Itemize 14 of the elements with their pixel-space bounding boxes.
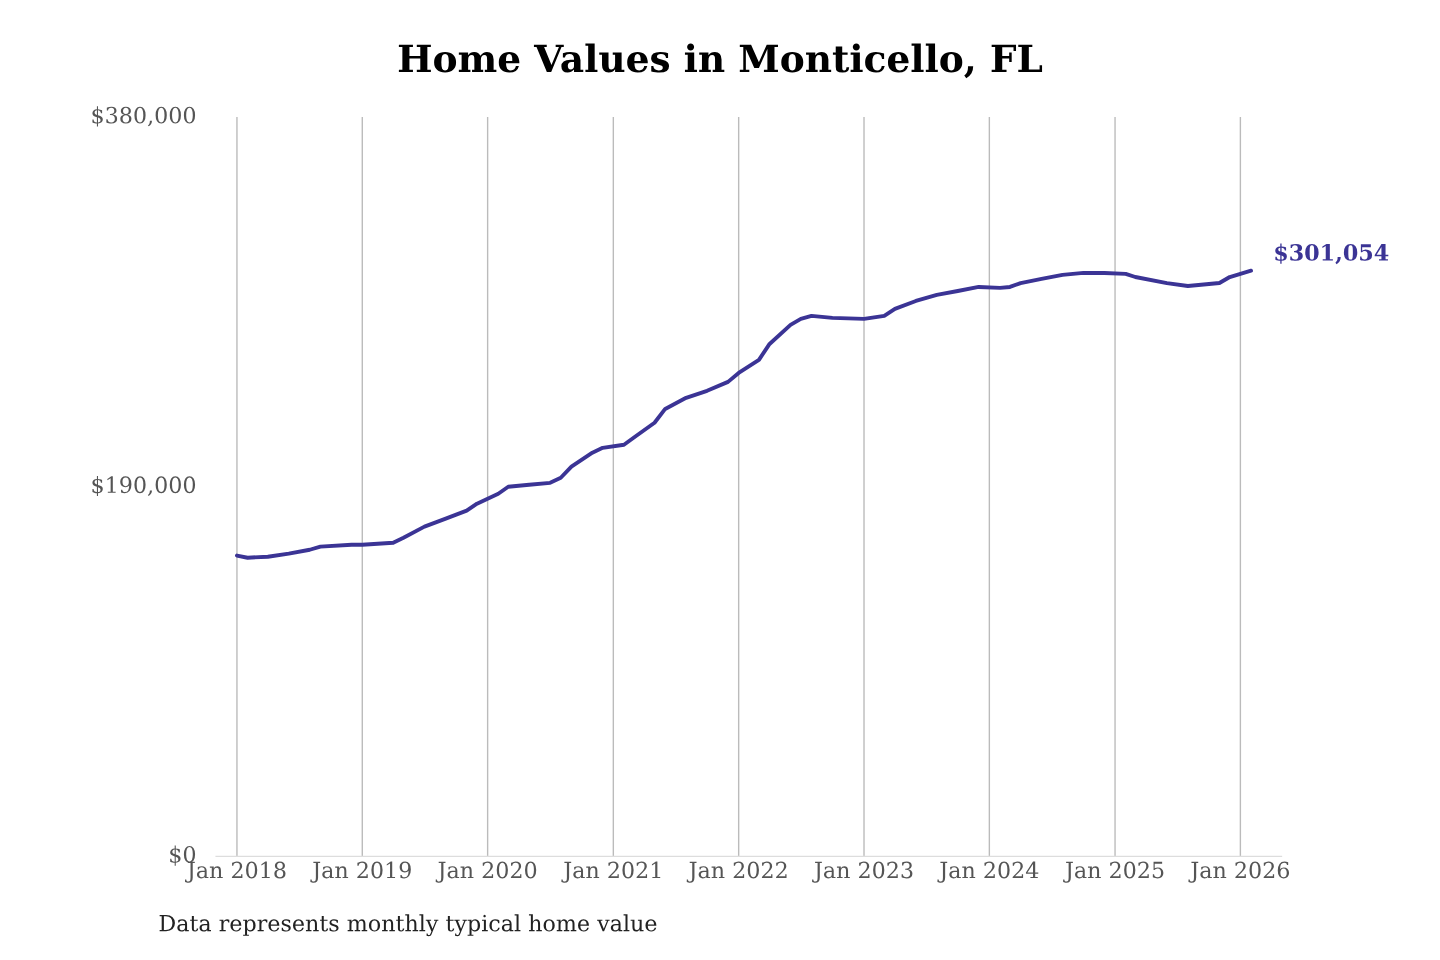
x-tick-label: Jan 2023 [812,861,913,883]
text: Data represents monthly typical home value [159,914,657,937]
x-tick-label: Jan 2025 [1063,861,1164,883]
x-tick-label: Jan 2024 [937,861,1039,883]
chart-title: Home Values in Monticello, FL [398,43,1043,79]
x-tick-label: Jan 2020 [435,861,537,883]
x-tick-label: Jan 2022 [686,861,787,883]
x-tick-label: Jan 2026 [1188,861,1290,883]
x-tick-label: Jan 2019 [310,861,411,883]
y-tick-label: $190,000 [92,475,196,497]
annotation: $301,054 [1275,243,1389,265]
line-series [235,268,1253,560]
x-tick-label: Jan 2021 [561,861,661,883]
y-tick-label: $380,000 [92,106,196,127]
